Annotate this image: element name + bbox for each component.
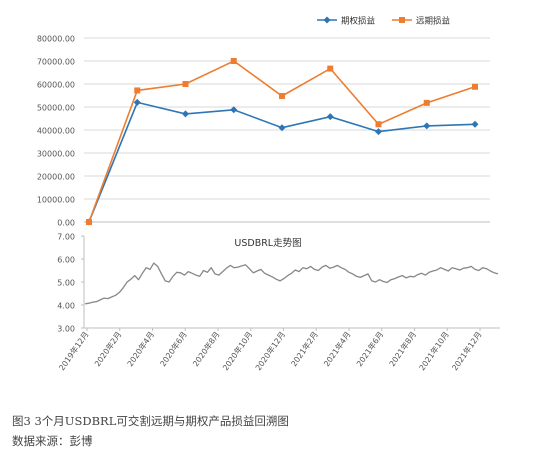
top-y-tick-label: 20000.00 bbox=[37, 173, 75, 182]
bottom-x-tick-label: 2021年4月 bbox=[321, 329, 352, 368]
legend-label: 期权损益 bbox=[341, 16, 376, 27]
figure-caption: 图3 3个月USDBRL可交割远期与期权产品损益回溯图 bbox=[12, 414, 289, 428]
bottom-x-tick-label: 2020年4月 bbox=[125, 329, 156, 368]
legend-swatch-marker bbox=[323, 16, 331, 24]
data-point bbox=[423, 99, 430, 106]
top-y-tick-label: 60000.00 bbox=[37, 81, 75, 90]
data-point bbox=[327, 65, 334, 72]
bottom-x-tick-label: 2019年12月 bbox=[56, 329, 90, 372]
data-point bbox=[134, 87, 141, 94]
bottom-x-tick-label: 2020年10月 bbox=[220, 329, 254, 372]
data-point bbox=[423, 122, 431, 130]
data-point bbox=[471, 120, 479, 128]
top-y-tick-label: 40000.00 bbox=[37, 127, 75, 136]
top-y-tick-label: 80000.00 bbox=[37, 35, 75, 44]
bottom-x-tick-label: 2020年8月 bbox=[190, 329, 221, 368]
top-y-tick-label: 70000.00 bbox=[37, 58, 75, 67]
series-line bbox=[88, 101, 476, 223]
top-y-tick-label: 10000.00 bbox=[37, 196, 75, 205]
bottom-x-tick-label: 2021年8月 bbox=[387, 329, 418, 368]
bottom-x-tick-label: 2021年2月 bbox=[289, 329, 320, 368]
data-point bbox=[230, 58, 237, 64]
bottom-x-tick-label: 2021年10月 bbox=[417, 329, 451, 372]
series-line bbox=[88, 60, 476, 223]
top-y-tick-label: 0.00 bbox=[57, 219, 75, 228]
data-point bbox=[182, 81, 189, 87]
data-point bbox=[472, 83, 478, 90]
data-point bbox=[375, 128, 382, 136]
data-point bbox=[279, 92, 285, 99]
bottom-y-tick-label: 3.00 bbox=[57, 325, 75, 334]
bottom-chart-title: USDBRL走势图 bbox=[234, 237, 301, 249]
legend-swatch-marker bbox=[399, 17, 405, 23]
data-point bbox=[375, 121, 382, 128]
legend-label: 远期损益 bbox=[416, 16, 451, 27]
data-point bbox=[326, 113, 334, 121]
data-point bbox=[278, 124, 286, 132]
data-point bbox=[182, 110, 189, 118]
data-point bbox=[133, 98, 141, 106]
source-caption: 数据来源：彭博 bbox=[12, 434, 93, 448]
bottom-y-tick-label: 5.00 bbox=[57, 279, 75, 288]
data-point bbox=[86, 219, 92, 225]
bottom-x-tick-label: 2021年6月 bbox=[354, 329, 385, 368]
bottom-x-tick-label: 2020年2月 bbox=[92, 329, 123, 368]
bottom-x-tick-label: 2020年12月 bbox=[253, 329, 287, 372]
bottom-y-tick-label: 6.00 bbox=[57, 256, 75, 265]
top-y-tick-label: 50000.00 bbox=[37, 104, 75, 113]
bottom-y-tick-label: 4.00 bbox=[57, 302, 75, 311]
top-y-tick-label: 30000.00 bbox=[37, 150, 75, 159]
bottom-y-tick-label: 7.00 bbox=[57, 233, 75, 242]
data-point bbox=[230, 106, 238, 114]
usdbrl-price-line bbox=[84, 262, 499, 305]
bottom-x-tick-label: 2020年6月 bbox=[158, 329, 189, 368]
bottom-x-tick-label: 2021年12月 bbox=[449, 329, 483, 372]
